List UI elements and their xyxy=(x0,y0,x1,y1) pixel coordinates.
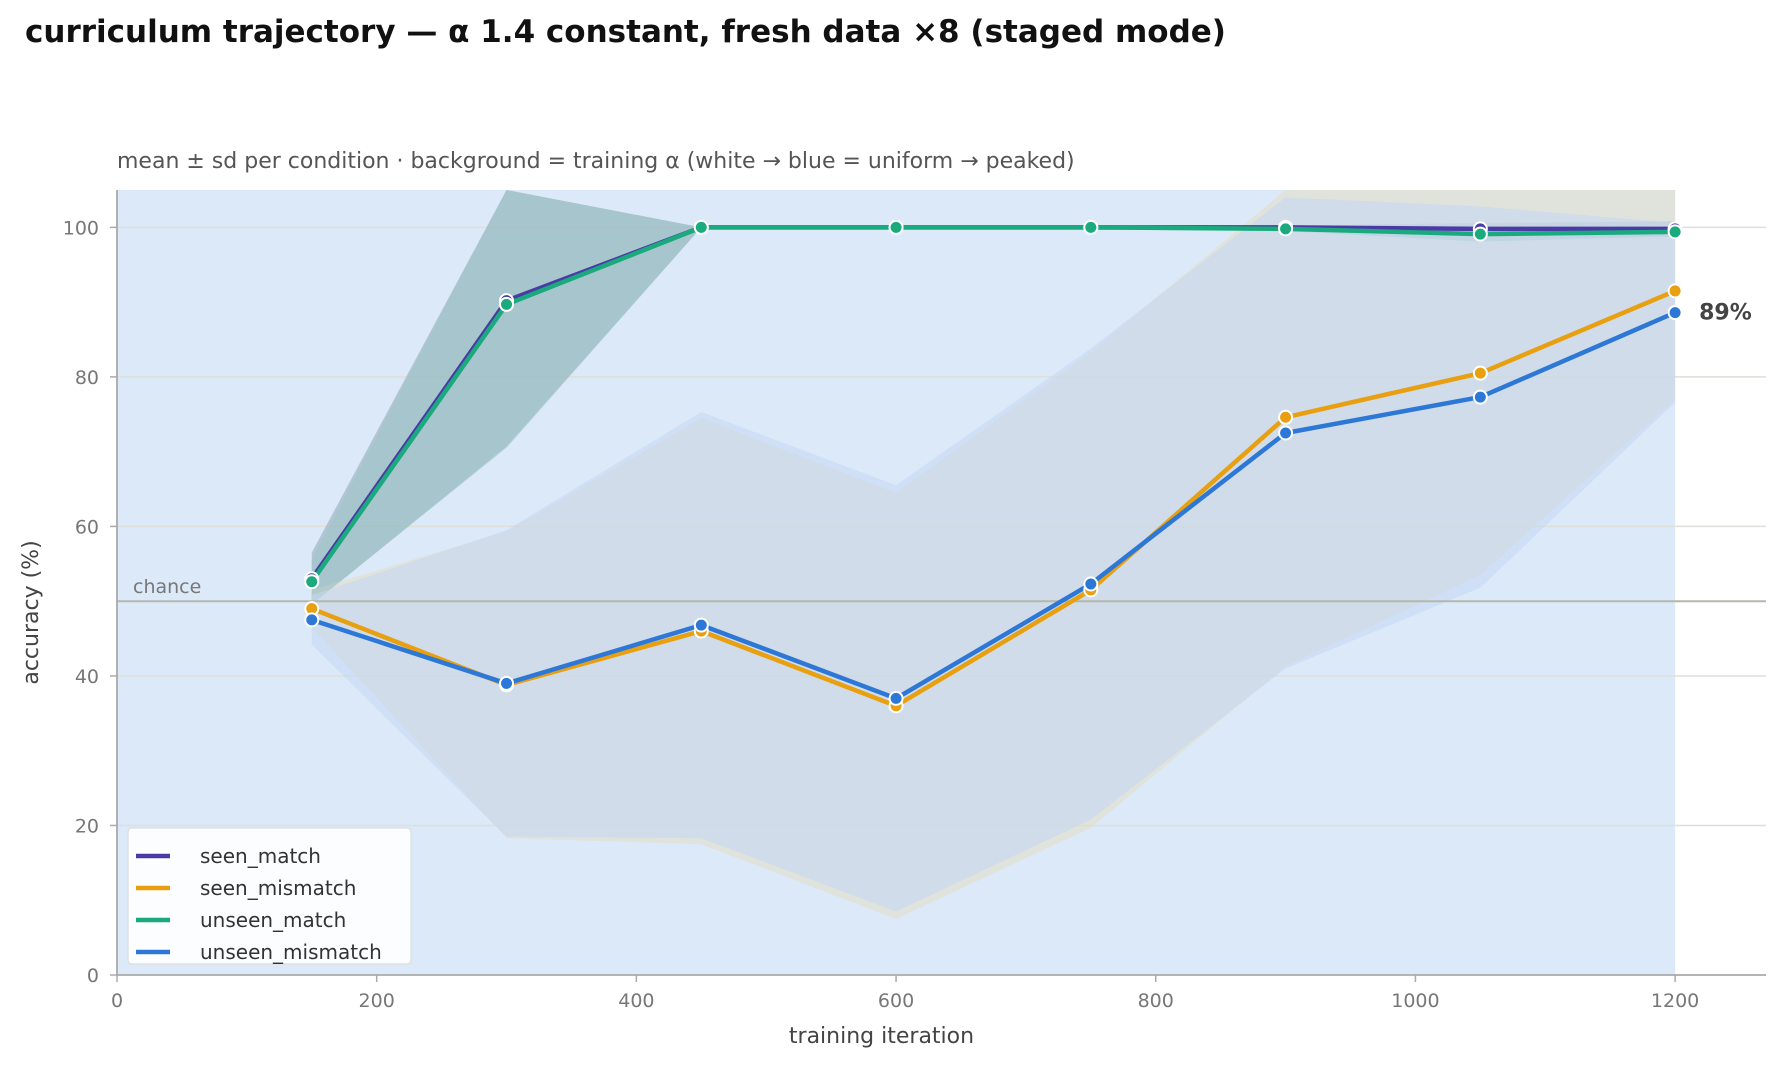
y-tick-label: 20 xyxy=(75,815,99,837)
y-axis-title: accuracy (%) xyxy=(19,540,44,684)
legend-label-unseen_match: unseen_match xyxy=(200,908,346,932)
legend-label-seen_match: seen_match xyxy=(200,844,321,868)
point-unseen_match xyxy=(499,296,515,312)
point-unseen_match xyxy=(1472,226,1488,242)
legend: seen_match seen_mismatch unseen_matchunsee… xyxy=(127,827,412,965)
point-seen_mismatch xyxy=(1472,365,1488,381)
point-unseen_mismatch xyxy=(1278,425,1294,441)
end-annotation: 89% xyxy=(1699,301,1752,326)
x-tick-labels: 0 200 400 600 800 1000 1200 xyxy=(111,990,1699,1012)
y-tick-labels: 0 20 40 60 80 100 xyxy=(63,217,99,987)
y-tick-label: 0 xyxy=(87,965,99,987)
chart-title: curriculum trajectory — α 1.4 constant, … xyxy=(25,14,1226,50)
point-unseen_match xyxy=(888,219,904,235)
x-tick-label: 400 xyxy=(618,990,654,1012)
x-tick-label: 1000 xyxy=(1391,990,1439,1012)
y-tick-label: 60 xyxy=(75,516,99,538)
series-points xyxy=(304,219,1683,714)
series-lines xyxy=(309,225,1677,709)
point-unseen_mismatch xyxy=(499,675,515,691)
point-unseen_mismatch xyxy=(1667,305,1683,321)
series-line-unseen_mismatch xyxy=(311,310,1677,701)
x-tick-label: 0 xyxy=(111,990,123,1012)
sd-band-unseen_mismatch xyxy=(311,197,1676,912)
x-tick-label: 600 xyxy=(878,990,914,1012)
x-tick-label: 800 xyxy=(1138,990,1174,1012)
point-unseen_mismatch xyxy=(693,617,709,633)
series-line-unseen_match xyxy=(309,225,1676,584)
point-unseen_match xyxy=(1083,219,1099,235)
point-unseen_match xyxy=(1667,224,1683,240)
chart-subtitle: mean ± sd per condition · background = t… xyxy=(117,149,1075,174)
y-tick-label: 80 xyxy=(75,367,99,389)
point-seen_mismatch xyxy=(1278,409,1294,425)
point-unseen_match xyxy=(304,574,320,590)
point-unseen_mismatch xyxy=(1472,389,1488,405)
y-tick-label: 100 xyxy=(63,217,99,239)
x-tick-label: 1200 xyxy=(1651,990,1699,1012)
x-axis-title: training iteration xyxy=(789,1024,974,1049)
y-tick-label: 40 xyxy=(75,666,99,688)
axes xyxy=(116,190,1766,976)
point-unseen_mismatch xyxy=(1083,576,1099,592)
point-unseen_mismatch xyxy=(304,612,320,628)
x-tick-label: 200 xyxy=(359,990,395,1012)
legend-label-seen_mismatch: seen_mismatch xyxy=(200,876,356,900)
legend-label-unseen_mismatch: unseen_mismatch xyxy=(200,940,382,964)
point-unseen_mismatch xyxy=(888,690,904,706)
point-seen_mismatch xyxy=(1667,283,1683,299)
legend-box xyxy=(127,827,412,965)
point-unseen_match xyxy=(1278,221,1294,237)
point-unseen_match xyxy=(693,219,709,235)
chance-label: chance xyxy=(133,576,201,598)
